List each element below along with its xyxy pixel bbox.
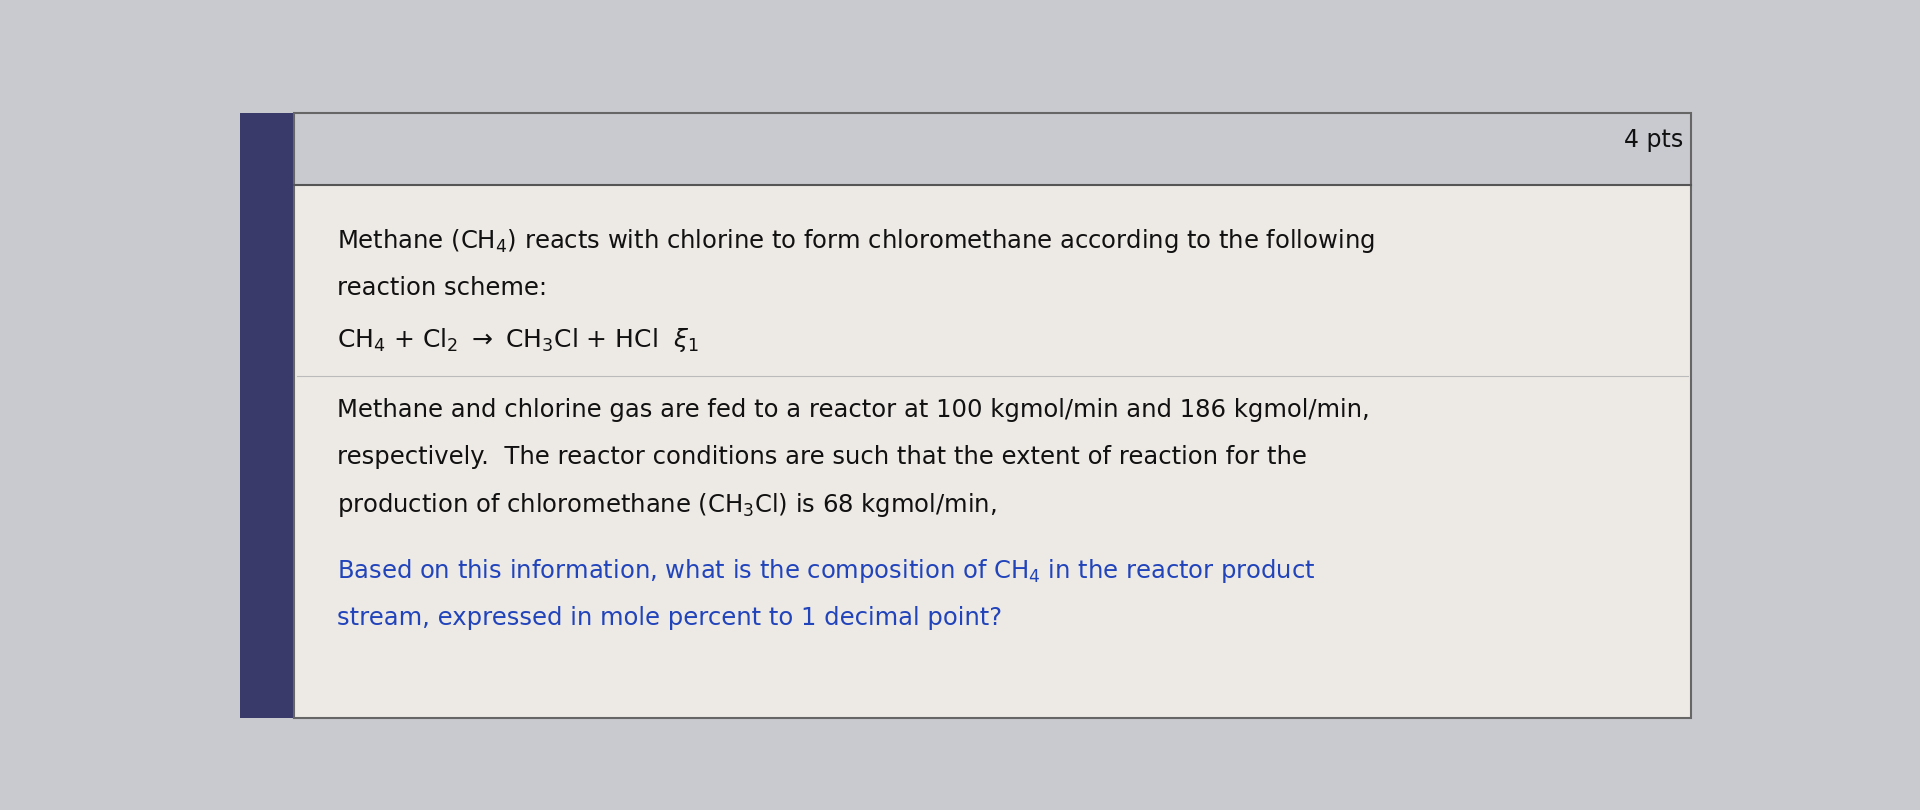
Text: reaction scheme:: reaction scheme: (336, 276, 547, 300)
Text: 4 pts: 4 pts (1624, 128, 1684, 152)
Text: stream, expressed in mole percent to 1 decimal point?: stream, expressed in mole percent to 1 d… (336, 607, 1002, 630)
Text: Based on this information, what is the composition of CH$_4$ in the reactor prod: Based on this information, what is the c… (336, 557, 1315, 585)
Text: Methane and chlorine gas are fed to a reactor at 100 kgmol/min and 186 kgmol/min: Methane and chlorine gas are fed to a re… (336, 398, 1369, 422)
Bar (240, 113, 294, 718)
Text: production of chloromethane (CH$_3$Cl) is 68 kgmol/min,: production of chloromethane (CH$_3$Cl) i… (336, 491, 996, 518)
Text: CH$_4$ + Cl$_2$ $\rightarrow$ CH$_3$Cl + HCl  $\xi_1$: CH$_4$ + Cl$_2$ $\rightarrow$ CH$_3$Cl +… (336, 326, 699, 354)
Text: Methane (CH$_4$) reacts with chlorine to form chloromethane according to the fol: Methane (CH$_4$) reacts with chlorine to… (336, 227, 1375, 254)
Bar (294, 185, 1692, 718)
Bar (294, 113, 1692, 185)
Text: respectively.  The reactor conditions are such that the extent of reaction for t: respectively. The reactor conditions are… (336, 446, 1308, 469)
